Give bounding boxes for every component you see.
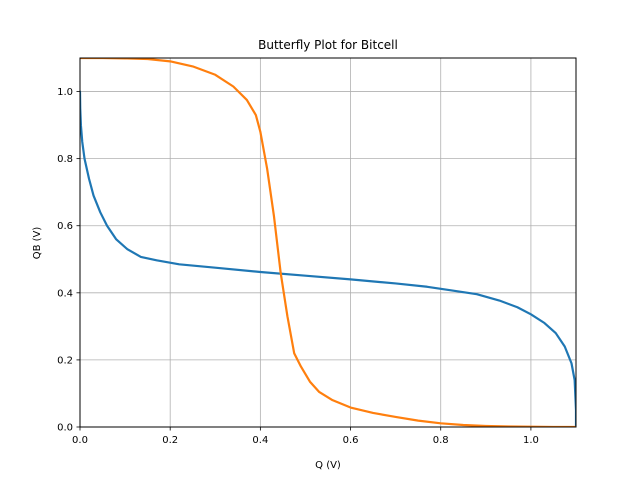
x-tick-label: 0.2 xyxy=(162,435,178,446)
x-tick-label: 1.0 xyxy=(523,435,539,446)
plot-frame xyxy=(79,57,577,428)
y-tick-label: 0.4 xyxy=(57,288,73,299)
x-tick-label: 0.6 xyxy=(343,435,359,446)
y-tick-label: 0.8 xyxy=(57,154,73,165)
y-tick-label: 0.0 xyxy=(57,423,73,434)
series-line-2 xyxy=(80,58,576,427)
x-tick-label: 0.0 xyxy=(72,435,88,446)
axis-ticks: 0.0 0.2 0.4 0.6 0.8 1.0 0.0 0.2 0.4 0.6 0.8 1.0 xyxy=(57,87,539,446)
data-series xyxy=(80,58,576,427)
y-tick-label: 1.0 xyxy=(57,87,73,98)
y-tick-label: 0.6 xyxy=(57,221,73,232)
series-line-1 xyxy=(80,90,576,427)
y-axis-label: QB (V) xyxy=(32,227,43,260)
x-tick-label: 0.8 xyxy=(433,435,449,446)
y-tick-label: 0.2 xyxy=(57,355,73,366)
chart-title: Butterfly Plot for Bitcell xyxy=(258,38,398,52)
x-axis-label: Q (V) xyxy=(315,460,341,471)
x-tick-label: 0.4 xyxy=(252,435,268,446)
